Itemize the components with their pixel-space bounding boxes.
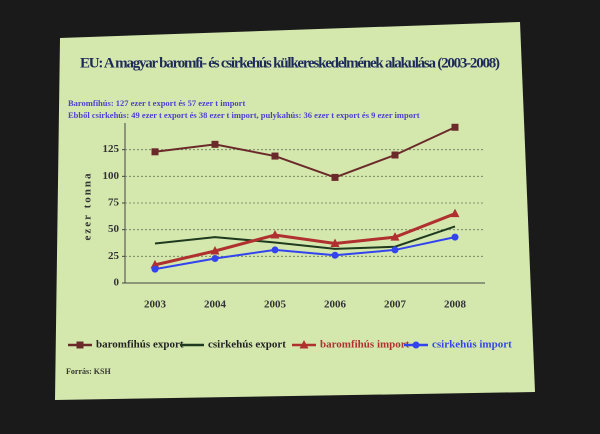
- chart-title: EU: A magyar baromfi- és csirkehús külke…: [80, 55, 500, 71]
- marker: [210, 246, 220, 255]
- marker: [271, 246, 279, 254]
- y-tick-label: 50: [108, 223, 120, 235]
- y-tick-label: 75: [108, 197, 120, 209]
- x-tick-label: 2003: [144, 299, 167, 311]
- marker: [271, 152, 279, 160]
- legend-marker: [412, 341, 420, 349]
- y-tick-label: 100: [103, 170, 120, 182]
- source: Forrás: KSH: [66, 367, 111, 376]
- series-line: [154, 236, 456, 271]
- x-tick-label: 2008: [444, 299, 467, 311]
- marker: [151, 148, 159, 156]
- x-tick-label: 2006: [324, 299, 347, 311]
- legend-label: csirkehús export: [208, 339, 286, 351]
- marker: [150, 259, 160, 269]
- marker: [331, 173, 339, 181]
- x-tick-label: 2004: [204, 299, 227, 311]
- marker: [211, 254, 219, 262]
- marker: [451, 233, 459, 241]
- y-tick-label: 125: [103, 143, 120, 155]
- x-tick-label: 2007: [384, 299, 407, 311]
- marker: [331, 251, 339, 259]
- series-line: [154, 126, 456, 179]
- legend-label: baromfihús export: [96, 339, 184, 351]
- slide: [55, 22, 535, 400]
- subtitle: Ebből csirkehús: 49 ezer t export és 38 …: [68, 110, 420, 120]
- marker: [451, 123, 459, 131]
- legend-label: baromfihús import: [320, 339, 410, 351]
- y-axis-label: ezer tonna: [82, 172, 94, 241]
- marker: [211, 140, 219, 148]
- marker: [390, 232, 400, 241]
- y-tick-label: 0: [114, 277, 120, 289]
- marker: [391, 151, 399, 159]
- legend-label: csirkehús import: [432, 339, 512, 351]
- series-line: [154, 225, 456, 250]
- y-tick-label: 25: [108, 250, 120, 262]
- x-tick-label: 2005: [264, 299, 287, 311]
- marker: [450, 208, 460, 218]
- series-line: [154, 212, 456, 267]
- legend-marker: [76, 341, 84, 349]
- marker: [330, 238, 340, 248]
- legend-marker: [299, 340, 309, 349]
- marker: [270, 230, 280, 239]
- marker: [151, 265, 159, 273]
- subtitle: Baromfihús: 127 ezer t export és 57 ezer…: [68, 98, 245, 108]
- marker: [391, 246, 399, 254]
